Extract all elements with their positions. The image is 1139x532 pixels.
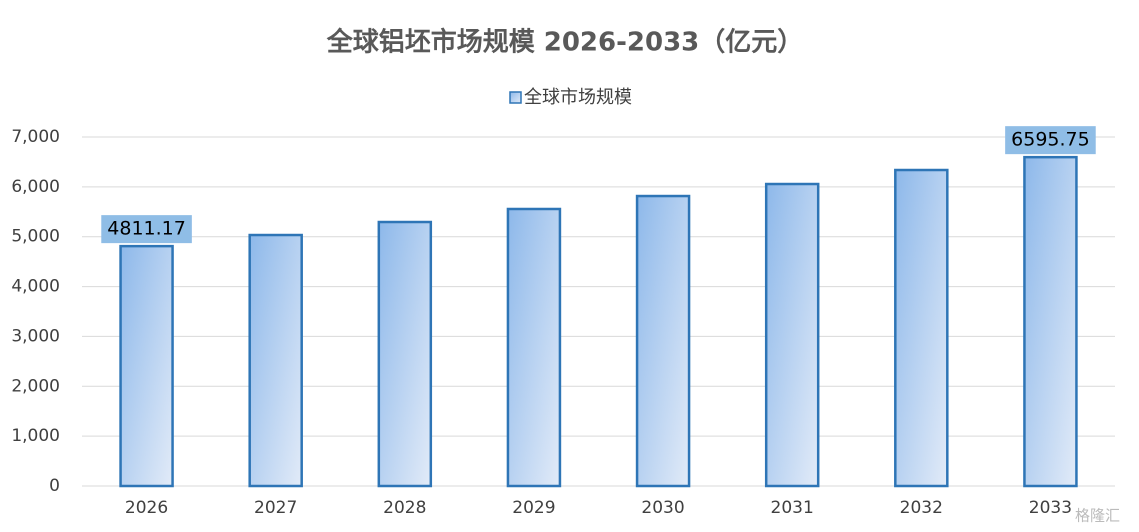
- legend-swatch: [509, 91, 522, 104]
- bar: [248, 233, 303, 488]
- y-tick-label: 2,000: [11, 376, 60, 396]
- y-tick-label: 5,000: [11, 227, 60, 247]
- x-tick-label: 2032: [900, 498, 943, 518]
- bar: [635, 194, 691, 488]
- y-tick-label: 0: [49, 476, 60, 496]
- x-tick-label: 2033: [1029, 498, 1072, 518]
- watermark: 格隆汇: [1075, 507, 1120, 525]
- bar: [119, 244, 174, 488]
- value-label-box: [1005, 126, 1096, 155]
- bar: [506, 207, 562, 488]
- x-tick-label: 2028: [383, 498, 426, 518]
- chart-title: 全球铝坯市场规模 2026-2033（亿元）: [326, 27, 804, 58]
- x-tick-label: 2027: [254, 498, 297, 518]
- x-tick-label: 2031: [771, 498, 814, 518]
- y-tick-label: 1,000: [11, 426, 60, 446]
- bar: [1023, 155, 1078, 488]
- y-tick-label: 3,000: [11, 326, 60, 346]
- bar: [377, 220, 433, 488]
- x-tick-label: 2026: [125, 498, 168, 518]
- value-label: 6595.75: [1011, 129, 1090, 151]
- y-tick-label: 4,000: [11, 277, 60, 297]
- y-tick-label: 6,000: [11, 177, 60, 197]
- x-tick-label: 2030: [641, 498, 684, 518]
- value-label-box: [101, 215, 192, 244]
- value-label: 4811.17: [107, 218, 186, 240]
- bar: [764, 182, 820, 488]
- y-tick-label: 7,000: [11, 127, 60, 147]
- x-tick-label: 2029: [512, 498, 555, 518]
- bar: [894, 168, 949, 488]
- legend-label: 全球市场规模: [524, 87, 632, 108]
